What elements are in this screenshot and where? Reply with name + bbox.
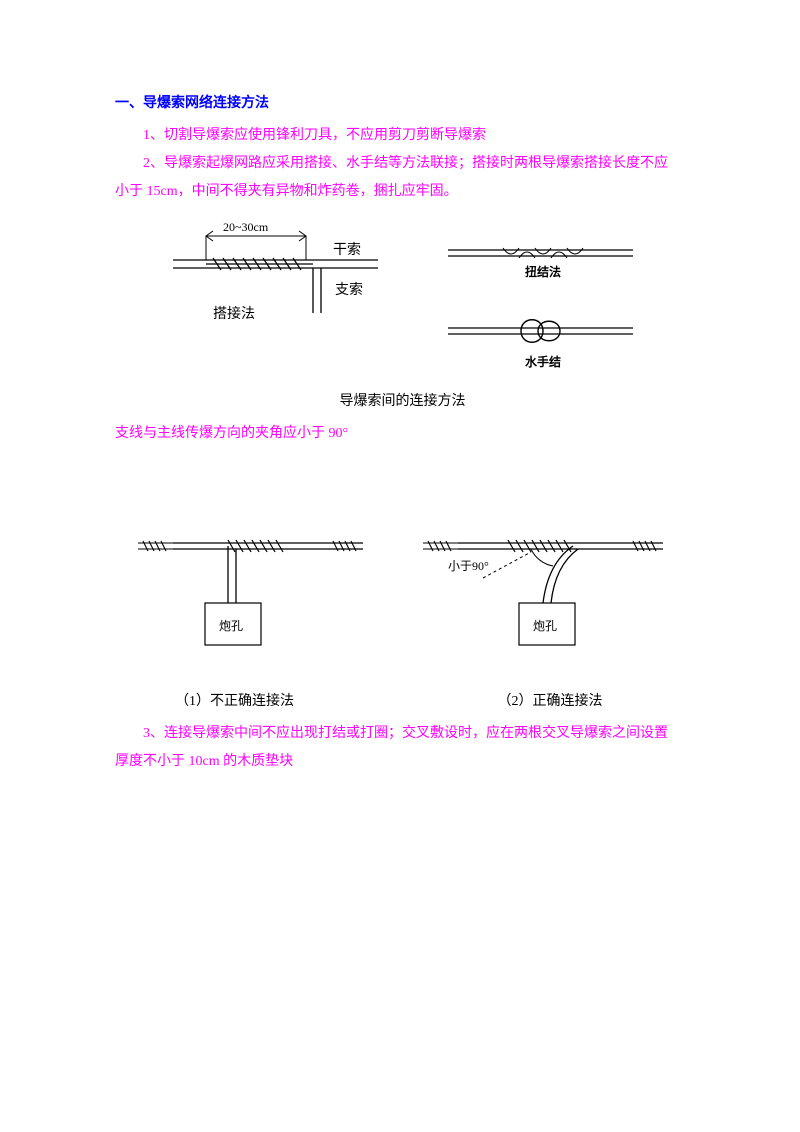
label-shuishou: 水手结 [525,354,561,369]
label-paokong-right: 炮孔 [533,619,557,633]
label-zhiso: 支索 [335,281,363,298]
label-paokong-left: 炮孔 [219,619,243,633]
document-page: 一、导爆索网络连接方法 1、切割导爆索应使用锋利刀具，不应用剪刀剪断导爆索 2、… [0,0,800,816]
label-angle: 小于90° [448,559,489,573]
dim-label: 20~30cm [223,220,269,234]
label-ganso: 干索 [333,241,361,258]
figure-2: 炮孔 [115,508,690,678]
caption-correct: （2）正确连接法 [368,688,691,716]
figure-2-captions: （1）不正确连接法 （2）正确连接法 [115,688,690,716]
paragraph-3-line2: 厚度不小于 10cm 的木质垫块 [115,748,690,776]
section-heading: 一、导爆索网络连接方法 [115,90,690,118]
paragraph-1: 1、切割导爆索应使用锋利刀具，不应用剪刀剪断导爆索 [115,122,690,150]
caption-incorrect: （1）不正确连接法 [115,688,368,716]
angle-note: 支线与主线传爆方向的夹角应小于 90° [115,420,690,448]
figure-1-caption: 导爆索间的连接方法 [115,388,690,416]
paragraph-2-line1: 2、导爆索起爆网路应采用搭接、水手结等方法联接；搭接时两根导爆索搭接长度不应 [115,150,690,178]
paragraph-2-line2: 小于 15cm，中间不得夹有异物和炸药卷，捆扎应牢固。 [115,178,690,206]
label-dajie: 搭接法 [213,305,255,322]
paragraph-3-line1: 3、连接导爆索中间不应出现打结或打圈；交叉敷设时，应在两根交叉导爆索之间设置 [115,720,690,748]
figure-1: 20~30cm 干索 支索 搭接法 [115,218,690,378]
label-niujie: 扭结法 [525,264,561,279]
